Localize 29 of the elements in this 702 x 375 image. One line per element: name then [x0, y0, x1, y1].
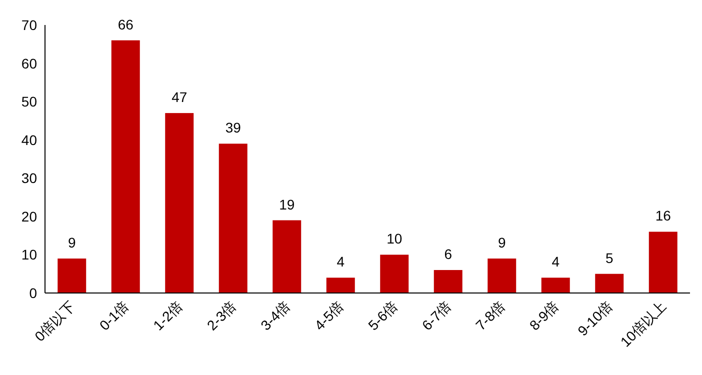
data-label: 6	[444, 246, 452, 262]
data-label: 10	[386, 230, 402, 247]
x-tick-label: 4-5倍	[311, 298, 347, 334]
x-tick-label: 3-4倍	[257, 298, 293, 334]
x-tick-label: 2-3倍	[204, 298, 240, 334]
y-tick-label: 10	[21, 246, 38, 263]
y-tick-label: 70	[21, 17, 38, 33]
y-tick-label: 60	[21, 55, 38, 72]
y-tick-label: 20	[21, 208, 38, 224]
x-tick-label: 0-1倍	[96, 298, 132, 334]
y-tick-label: 50	[21, 94, 38, 110]
x-tick-label: 5-6倍	[364, 298, 400, 334]
data-label: 19	[279, 196, 295, 212]
data-label: 4	[336, 254, 345, 270]
data-label: 9	[68, 234, 76, 251]
y-tick-label: 30	[21, 170, 38, 186]
x-tick-label: 8-9倍	[526, 298, 562, 334]
x-tick-label: 10倍以上	[617, 298, 670, 350]
y-tick-label: 40	[21, 132, 38, 148]
data-label: 47	[172, 89, 188, 106]
data-label: 16	[655, 208, 672, 224]
x-tick-label: 6-7倍	[418, 298, 454, 334]
data-label: 4	[552, 254, 560, 270]
data-label: 9	[498, 234, 506, 251]
data-label: 39	[225, 120, 242, 136]
data-label: 66	[118, 16, 134, 32]
data-label: 5	[605, 250, 614, 266]
x-tick-label: 7-8倍	[472, 298, 508, 334]
x-tick-label: 1-2倍	[150, 298, 186, 334]
